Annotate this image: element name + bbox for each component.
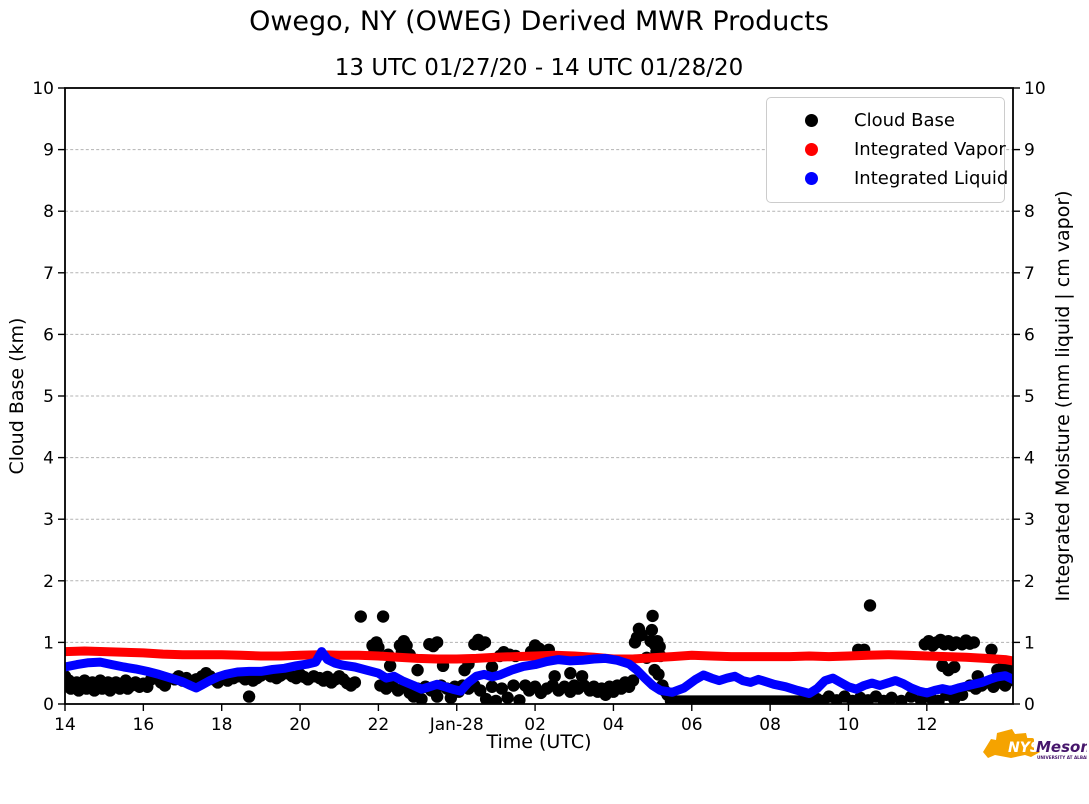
legend-item-integrated-vapor: Integrated Vapor [777, 135, 1006, 164]
legend-label: Integrated Vapor [854, 139, 1006, 160]
tick-label: 10 [1024, 79, 1046, 99]
legend-label: Cloud Base [854, 110, 955, 131]
tick-label: 3 [1024, 510, 1035, 530]
tick-label: 1 [1024, 633, 1035, 653]
tick-label: 06 [681, 715, 703, 735]
y-axis-label-left: Cloud Base (km) [6, 317, 28, 475]
legend-item-integrated-liquid: Integrated Liquid [777, 164, 1008, 193]
tick-label: 08 [759, 715, 781, 735]
legend-label: Integrated Liquid [854, 168, 1009, 189]
tick-label: 6 [1024, 325, 1035, 345]
tick-label: 6 [43, 325, 54, 345]
data-series-group [65, 599, 1013, 704]
tick-label: 18 [211, 715, 233, 735]
tick-label: 9 [1024, 141, 1035, 161]
tick-label: 1 [43, 633, 54, 653]
tick-label: 22 [368, 715, 390, 735]
tick-label: 10 [838, 715, 860, 735]
tick-label: 4 [43, 449, 54, 469]
page-title: Owego, NY (OWEG) Derived MWR Products [249, 6, 829, 37]
integrated-vapor-line [65, 646, 1013, 666]
tick-label: 2 [43, 572, 54, 592]
tick-label: 0 [43, 695, 54, 715]
tick-label: 20 [289, 715, 311, 735]
tick-label: 10 [32, 79, 54, 99]
tick-label: 3 [43, 510, 54, 530]
tick-label: 4 [1024, 449, 1035, 469]
tick-label: 12 [916, 715, 938, 735]
logo-tagline-text: UNIVERSITY AT ALBANY [1037, 755, 1087, 760]
y-axis-label-right: Integrated Moisture (mm liquid | cm vapo… [1052, 190, 1074, 602]
page-subtitle: 13 UTC 01/27/20 - 14 UTC 01/28/20 [334, 55, 744, 81]
logo-nys-text: NYS [1008, 740, 1040, 756]
tick-label: 2 [1024, 572, 1035, 592]
tick-label: 7 [1024, 264, 1035, 284]
tick-label: 8 [43, 202, 54, 222]
cloud-base-marker-icon [805, 114, 818, 127]
integrated-vapor-marker-icon [805, 143, 818, 156]
tick-label: 0 [1024, 695, 1035, 715]
tick-label: 14 [54, 715, 76, 735]
tick-label: 16 [133, 715, 155, 735]
tick-label: 5 [43, 387, 54, 407]
tick-label: 8 [1024, 202, 1035, 222]
tick-label: Jan-28 [429, 715, 484, 735]
logo-mesonet-text: Mesonet [1036, 738, 1087, 756]
legend-box: Cloud Base Integrated Vapor Integrated L… [766, 97, 1008, 203]
tick-label: 02 [524, 715, 546, 735]
nys-mesonet-logo: NYS Mesonet UNIVERSITY AT ALBANY [983, 729, 1087, 760]
tick-label: 04 [603, 715, 625, 735]
integrated-liquid-marker-icon [805, 172, 818, 185]
integrated-liquid-line [65, 647, 1013, 698]
tick-label: 7 [43, 264, 54, 284]
tick-label: 9 [43, 141, 54, 161]
tick-label: 5 [1024, 387, 1035, 407]
x-axis-label: Time (UTC) [486, 731, 592, 753]
nys-text-box [1005, 738, 1034, 755]
legend-item-cloud-base: Cloud Base [777, 106, 994, 135]
